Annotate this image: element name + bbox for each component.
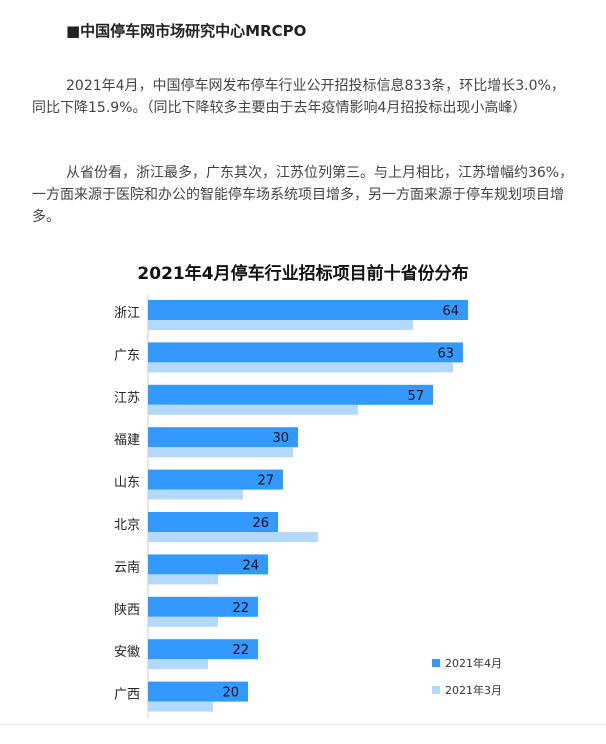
bar-april	[148, 342, 463, 363]
bar-april	[148, 681, 248, 702]
bar-march	[148, 532, 318, 542]
data-label: 30	[272, 431, 289, 446]
bar-march	[148, 701, 213, 712]
bar-april	[148, 512, 278, 532]
article-paragraph-1: 2021年4月，中国停车网发布停车行业公开招投标信息833条，环比增长3.0%，…	[32, 78, 565, 116]
legend-label-march: 2021年3月	[445, 683, 502, 697]
legend-label-april: 2021年4月	[445, 656, 502, 670]
bar-april	[148, 596, 258, 617]
category-label: 安徽	[114, 645, 140, 660]
bar-april	[148, 554, 268, 575]
data-label: 20	[222, 686, 239, 701]
category-label: 山东	[114, 476, 140, 491]
bottom-divider	[0, 724, 606, 725]
data-label: 27	[257, 474, 274, 489]
chart-title: 2021年4月停车行业招标项目前十省份分布	[137, 263, 468, 284]
data-label: 22	[232, 643, 249, 658]
bar-march	[148, 404, 358, 415]
bar-april	[148, 300, 468, 320]
bar-march	[148, 320, 413, 330]
bar-march	[148, 659, 208, 670]
category-label: 广东	[114, 348, 140, 363]
category-label: 江苏	[114, 390, 140, 406]
data-label: 64	[442, 304, 459, 319]
data-label: 57	[407, 389, 424, 404]
data-label: 26	[252, 516, 269, 531]
bar-march	[148, 616, 218, 627]
article-heading: ■中国停车网市场研究中心MRCPO	[66, 22, 307, 40]
bar-march	[148, 574, 218, 585]
legend-swatch-april	[432, 659, 440, 667]
legend-swatch-march	[432, 686, 440, 694]
bar-april	[148, 427, 298, 448]
article-paragraph-2: 从省份看，浙江最多，广东其次，江苏位列第三。与上月相比，江苏增幅约36%，一方面…	[32, 165, 574, 225]
bar-april	[148, 384, 433, 405]
category-label: 陕西	[114, 603, 140, 618]
category-label: 浙江	[114, 306, 140, 321]
data-label: 22	[232, 601, 249, 616]
bar-march	[148, 489, 243, 500]
category-label: 福建	[114, 433, 140, 448]
bar-march	[148, 447, 293, 458]
bar-april	[148, 639, 258, 660]
bar-march	[148, 362, 453, 373]
category-label: 云南	[114, 559, 140, 575]
category-label: 广西	[114, 688, 140, 703]
category-label: 北京	[114, 518, 140, 533]
data-label: 24	[242, 558, 259, 573]
data-label: 63	[437, 346, 454, 361]
bar-april	[148, 469, 283, 490]
